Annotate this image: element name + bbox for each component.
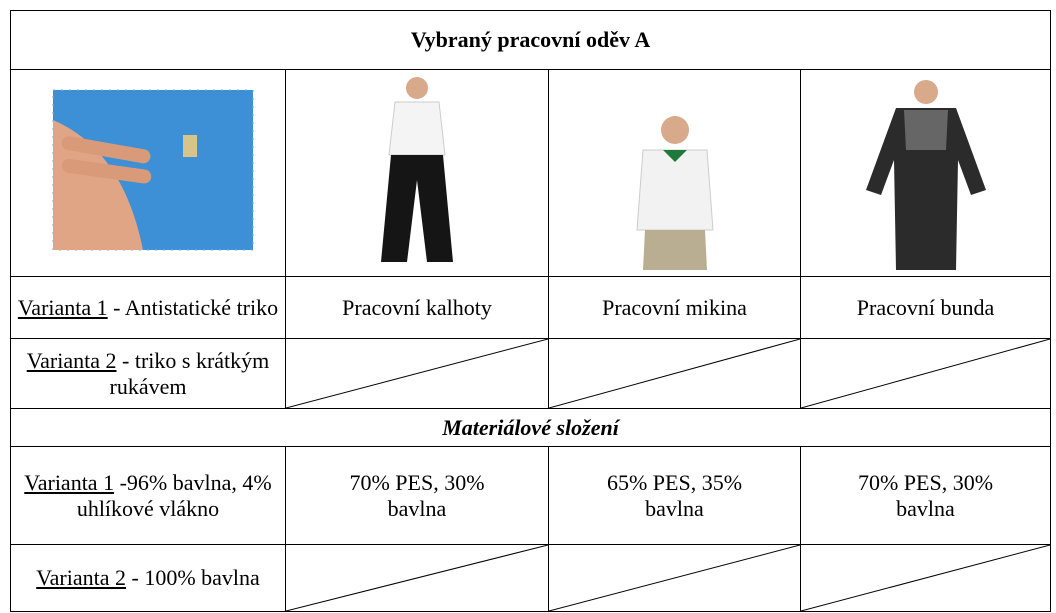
diagonal <box>549 545 800 611</box>
diagonal-line <box>549 545 800 611</box>
empty-cell <box>801 339 1051 409</box>
diagonal <box>286 545 548 611</box>
cell: Varianta 2 - triko s krátkým rukávem <box>11 339 286 409</box>
cell: 65% PES, 35% bavlna <box>549 447 801 545</box>
image-cell <box>286 70 549 277</box>
cell: Varianta 1 -96% bavlna, 4% uhlíkové vlák… <box>11 447 286 545</box>
variant-label: Varianta 1 <box>24 470 114 495</box>
variant-label: Varianta 2 <box>27 348 117 373</box>
diagonal <box>549 339 800 408</box>
page: {"table":{"title":"Vybraný pracovní oděv… <box>0 0 1056 613</box>
cell: 70% PES, 30% bavlna <box>286 447 549 545</box>
diagonal <box>801 545 1050 611</box>
table-title: Vybraný pracovní oděv A <box>11 11 1051 70</box>
cell: Pracovní mikina <box>549 277 801 339</box>
variant-label: Varianta 1 <box>18 295 108 320</box>
image-cell <box>801 70 1051 277</box>
empty-cell <box>549 339 801 409</box>
cell: Varianta 1 - Antistatické triko <box>11 277 286 339</box>
cell: 70% PES, 30% bavlna <box>801 447 1051 545</box>
cell-text: - triko s krátkým rukávem <box>110 348 270 399</box>
cell-text: - 100% bavlna <box>126 565 260 590</box>
diagonal-line <box>286 339 548 408</box>
diagonal-line <box>801 339 1050 408</box>
diagonal-line <box>286 545 548 611</box>
image-pants <box>357 70 477 270</box>
diagonal-line <box>549 339 800 408</box>
empty-cell <box>801 545 1051 612</box>
empty-cell <box>286 545 549 612</box>
image-sweatshirt <box>615 70 735 270</box>
image-jacket <box>846 70 1006 270</box>
empty-cell <box>286 339 549 409</box>
diagonal <box>801 339 1050 408</box>
diagonal-line <box>801 545 1050 611</box>
variant-label: Varianta 2 <box>36 565 126 590</box>
image-tshirt <box>33 80 263 260</box>
cell: Pracovní kalhoty <box>286 277 549 339</box>
table: Vybraný pracovní oděv A Varianta 1 - Ant… <box>10 10 1051 612</box>
image-cell <box>549 70 801 277</box>
empty-cell <box>549 545 801 612</box>
section-heading: Materiálové složení <box>11 409 1051 447</box>
cell: Varianta 2 - 100% bavlna <box>11 545 286 612</box>
cell: Pracovní bunda <box>801 277 1051 339</box>
diagonal <box>286 339 548 408</box>
image-cell <box>11 70 286 277</box>
cell-text: - Antistatické triko <box>108 295 278 320</box>
